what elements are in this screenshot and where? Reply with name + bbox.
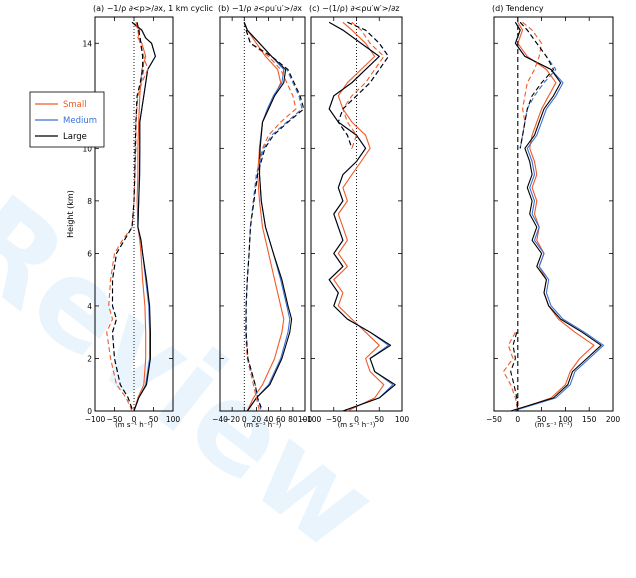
x-tick-label: −40 [212, 415, 228, 424]
panel-a: (a) −1/ρ ∂<p>/∂x, 1 km cyclic −100 −50 0 50 1… [82, 4, 213, 429]
panel-title: (c) −(1/ρ) ∂<ρu′w′>/∂z [309, 4, 399, 13]
x-tick-label: 50 [537, 415, 547, 424]
x-tick-label: 0 [242, 415, 247, 424]
x-tick-label: −50 [107, 415, 123, 424]
x-tick-label: 100 [558, 415, 573, 424]
y-tick-label: 8 [87, 197, 92, 206]
y-tick-label: 10 [82, 144, 92, 153]
x-tick-label: 100 [298, 415, 313, 424]
plot-frame [493, 16, 614, 412]
x-tick-label: −100 [301, 415, 322, 424]
x-tick-label: −100 [85, 415, 106, 424]
x-tick-label: 40 [264, 415, 274, 424]
panel-b: (b) −1/ρ ∂<ρu′u′>/∂x −40−20 0 20 40 60 80 100 (m… [212, 4, 312, 429]
panel-c: (c) −(1/ρ) ∂<ρu′w′>/∂z −100 −50 0 50 100 (m s⁻… [301, 4, 410, 429]
series-line-medium-solid [512, 22, 605, 412]
x-unit-label: (m s⁻¹ h⁻¹) [535, 421, 573, 429]
legend-label-large: Large [63, 132, 87, 142]
y-tick-label: 0 [87, 407, 92, 416]
series-line-large-dashed [111, 22, 144, 412]
x-tick-label: 100 [395, 415, 410, 424]
x-tick-label: 0 [132, 415, 137, 424]
series-line-large-solid [328, 21, 396, 412]
series-line-large-dashed [337, 21, 389, 149]
y-tick-label: 6 [87, 249, 92, 258]
x-tick-label: 150 [582, 415, 597, 424]
series-line-large-solid [131, 21, 156, 412]
plot-frame [219, 16, 306, 412]
panel-title: (b) −1/ρ ∂<ρu′u′>/∂x [218, 4, 302, 13]
x-tick-label: 80 [288, 415, 298, 424]
series-line-small-solid [243, 22, 285, 412]
series-line-medium-solid [131, 21, 156, 412]
series-line-small-solid [131, 21, 147, 412]
x-tick-label: −50 [326, 415, 342, 424]
plot-frame [94, 16, 174, 412]
x-tick-label: 60 [276, 415, 286, 424]
x-unit-label: (m s⁻¹ h⁻¹) [115, 421, 153, 429]
series-line-large-dashed [243, 22, 305, 412]
x-tick-label: 20 [252, 415, 262, 424]
x-tick-label: 100 [166, 415, 181, 424]
y-axis-label: Height (km) [66, 190, 75, 238]
series-line-small-solid [512, 22, 595, 412]
x-tick-label: 0 [354, 415, 359, 424]
series-line-medium-dashed [111, 22, 145, 412]
panel-title: (a) −1/ρ ∂<p>/∂x, 1 km cyclic [93, 4, 213, 13]
legend-label-medium: Medium [63, 116, 97, 126]
x-tick-label: −20 [224, 415, 240, 424]
series-line-large-dashed [519, 21, 555, 149]
panel-d: (d) Tendency −50 0 50 100 150 200 (m s⁻¹ h⁻¹) [486, 4, 620, 429]
series-line-large-solid [510, 22, 602, 412]
x-tick-label: 200 [606, 415, 621, 424]
series-line-medium-dashed [519, 21, 557, 149]
x-tick-label: 0 [515, 415, 520, 424]
x-tick-label: 50 [374, 415, 384, 424]
x-unit-label: (m s⁻¹ h⁻¹) [244, 421, 282, 429]
series-line-small-solid [333, 21, 385, 412]
y-tick-label: 14 [82, 39, 92, 48]
series-line-large-dashed [510, 332, 519, 412]
panel-title: (d) Tendency [492, 4, 544, 13]
y-tick-label: 2 [87, 354, 92, 363]
x-tick-label: 50 [149, 415, 159, 424]
series-line-small-dashed [502, 331, 519, 412]
x-tick-label: −50 [486, 415, 502, 424]
y-tick-label: 4 [87, 302, 92, 311]
figure-canvas: (a) −1/ρ ∂<p>/∂x, 1 km cyclic−100 −50 0 50 1… [29, 4, 620, 429]
plot-frame [310, 16, 403, 412]
legend: Small Medium Large [29, 91, 105, 148]
x-unit-label: (m s⁻¹ h⁻¹) [338, 421, 376, 429]
series-line-small-dashed [243, 22, 297, 412]
legend-label-small: Small [63, 100, 87, 110]
